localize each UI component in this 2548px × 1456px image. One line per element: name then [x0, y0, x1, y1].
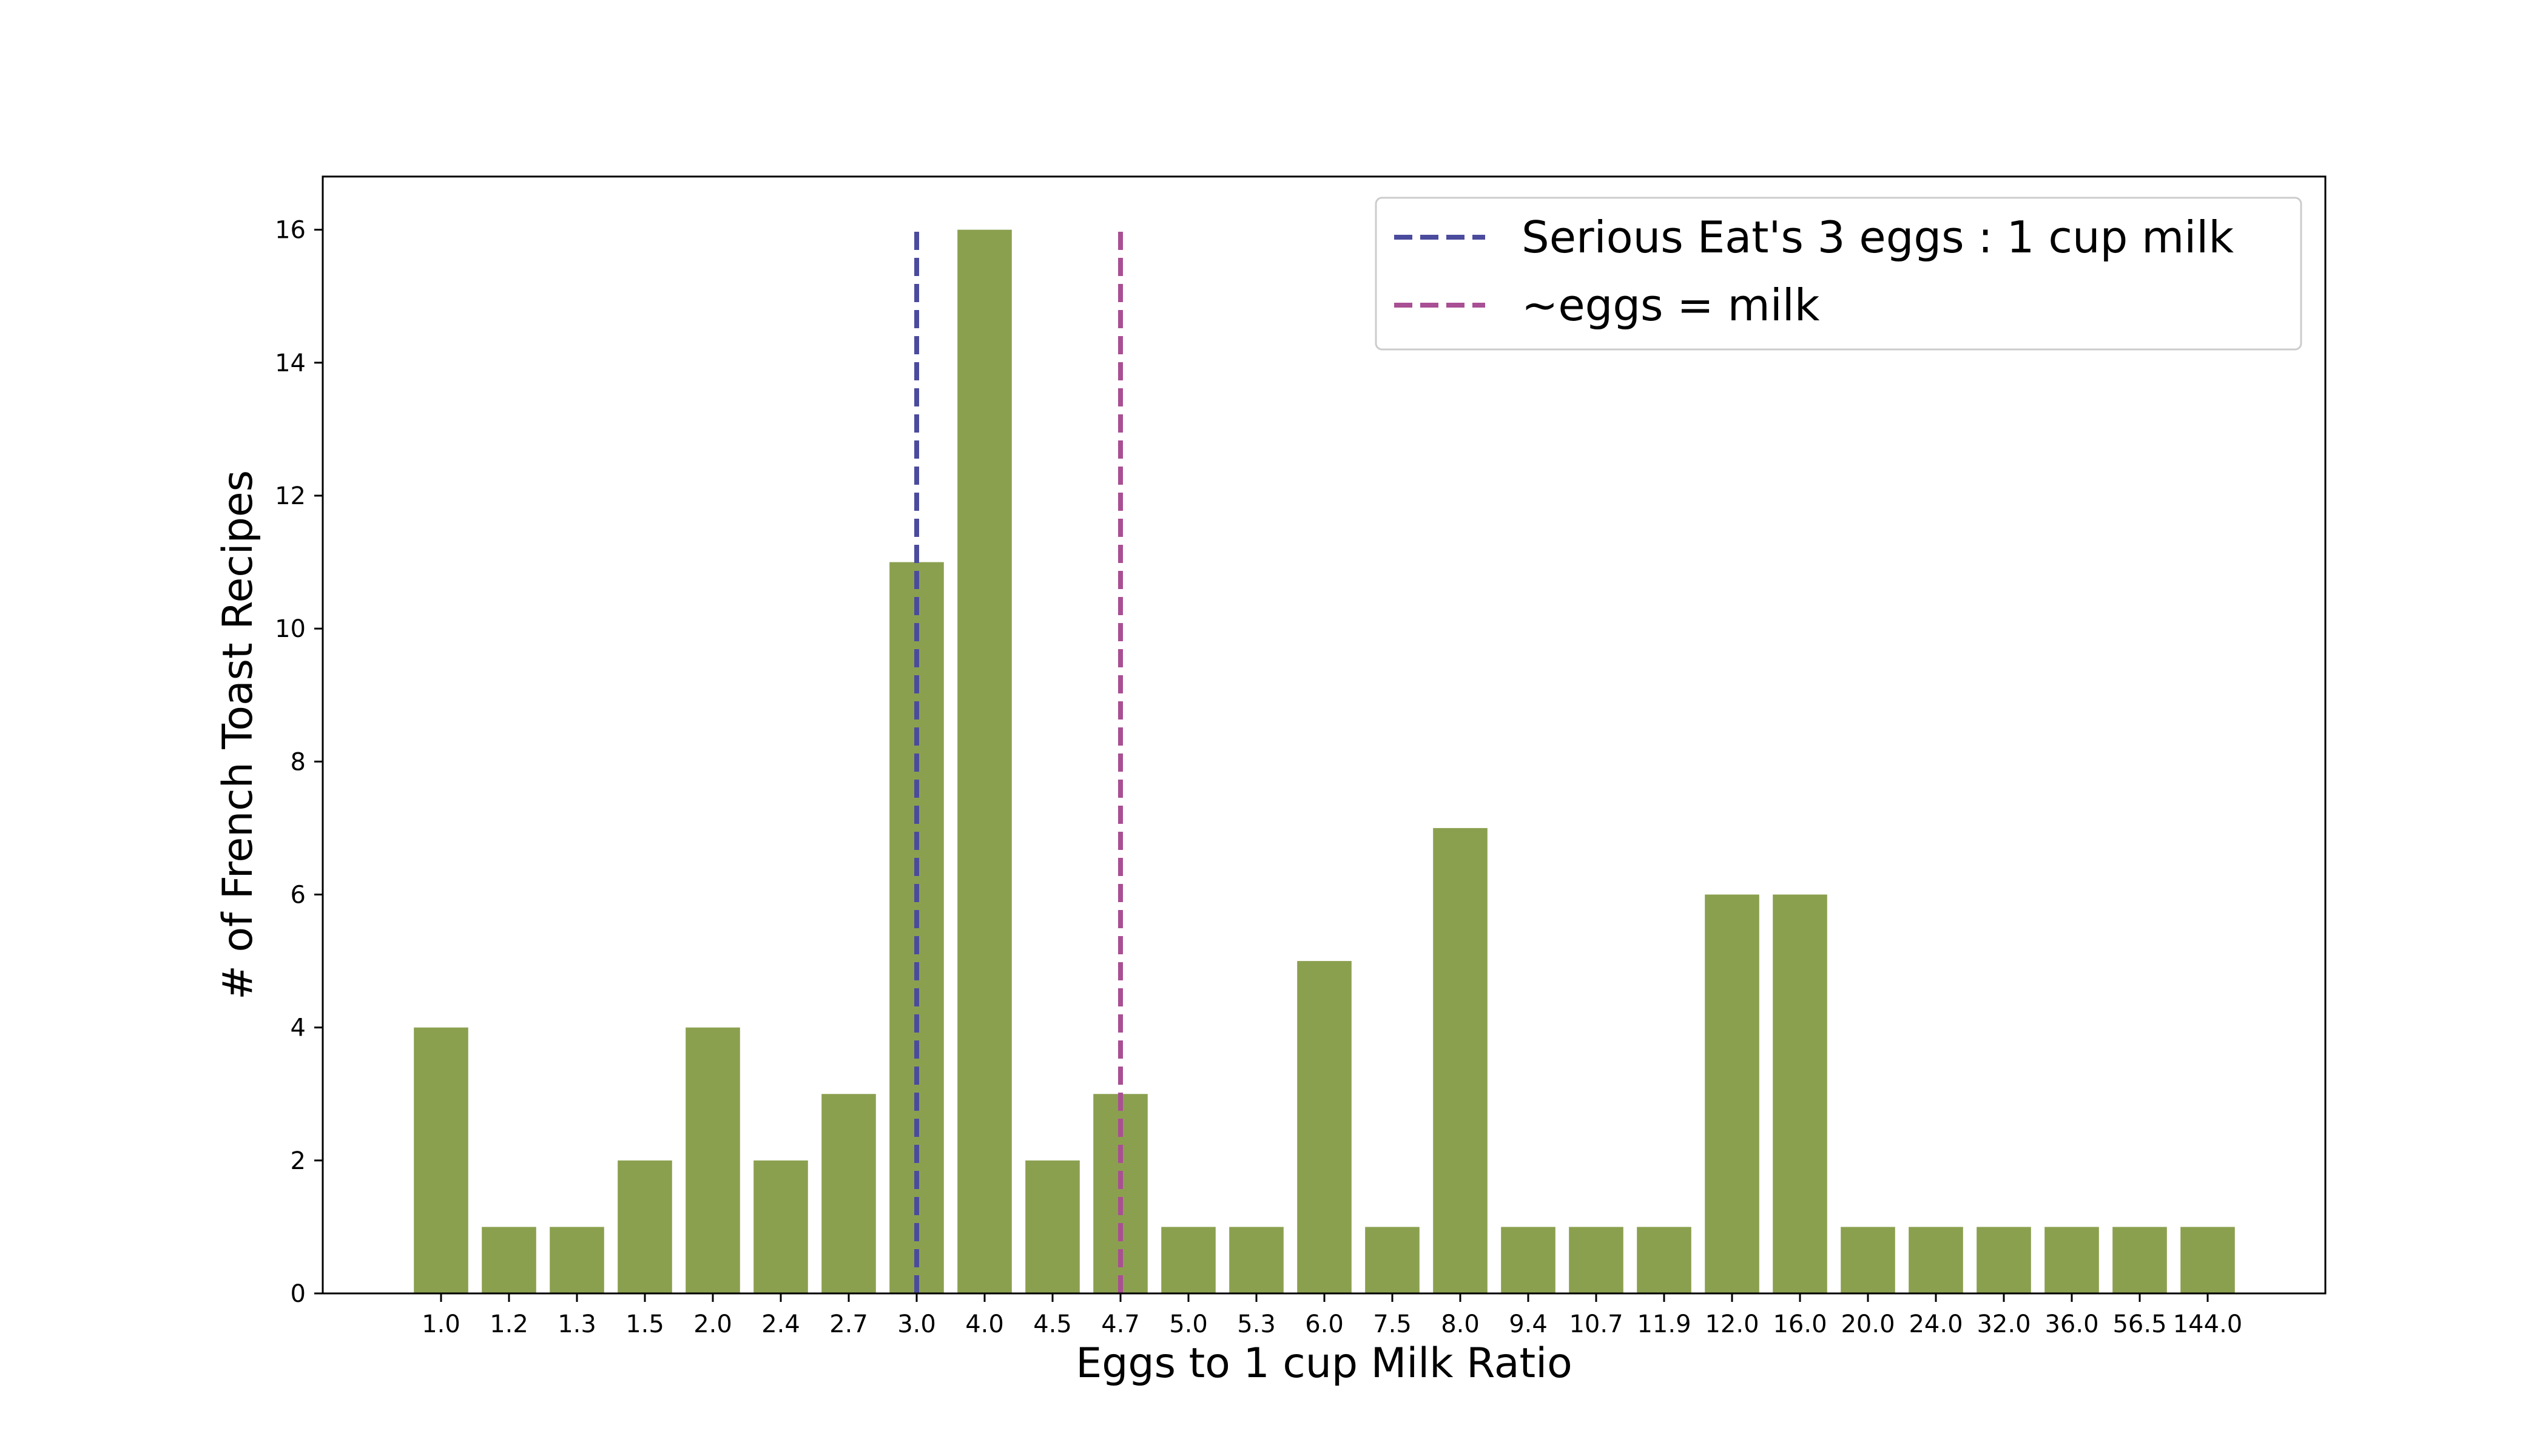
bar — [414, 1027, 468, 1293]
x-tick-label: 10.7 — [1569, 1310, 1623, 1338]
bar — [1433, 827, 1488, 1293]
bar — [1841, 1227, 1895, 1293]
x-tick-label: 1.2 — [490, 1310, 528, 1338]
bar — [1637, 1227, 1691, 1293]
y-tick-label: 12 — [275, 482, 306, 510]
bar — [1025, 1160, 1080, 1293]
x-axis-ticks: 1.0 1.2 1.3 1.5 2.0 2.4 2.7 3.0 4.0 4.5 4.7 5.0 5.3 6… — [422, 1293, 2242, 1338]
bar — [2112, 1227, 2167, 1293]
bar — [1569, 1227, 1623, 1293]
x-tick-label: 8.0 — [1441, 1310, 1480, 1338]
legend-label: Serious Eat's 3 eggs : 1 cup milk — [1522, 212, 2234, 263]
x-tick-label: 5.3 — [1237, 1310, 1276, 1338]
x-tick-label: 12.0 — [1705, 1310, 1759, 1338]
bar — [1161, 1227, 1216, 1293]
bar — [618, 1160, 672, 1293]
legend-label: ~eggs = milk — [1522, 280, 1820, 331]
bar — [1229, 1227, 1284, 1293]
x-tick-label: 11.9 — [1637, 1310, 1691, 1338]
bar — [1977, 1227, 2031, 1293]
x-tick-label: 2.0 — [693, 1310, 732, 1338]
x-tick-label: 1.3 — [558, 1310, 596, 1338]
bar — [1365, 1227, 1420, 1293]
bar — [1705, 894, 1759, 1293]
bar — [1773, 894, 1827, 1293]
x-tick-label: 4.7 — [1101, 1310, 1140, 1338]
bar — [821, 1094, 876, 1293]
x-axis-label: Eggs to 1 cup Milk Ratio — [1076, 1340, 1572, 1387]
bar — [1909, 1227, 1963, 1293]
bar — [550, 1227, 604, 1293]
legend-box — [1375, 197, 2302, 351]
bar — [1501, 1227, 1555, 1293]
x-tick-label: 1.0 — [422, 1310, 460, 1338]
y-tick-label: 6 — [291, 881, 306, 909]
y-tick-label: 10 — [275, 615, 306, 643]
x-tick-label: 6.0 — [1305, 1310, 1344, 1338]
bars — [414, 229, 2235, 1294]
x-tick-label: 4.0 — [965, 1310, 1004, 1338]
bar — [957, 229, 1012, 1294]
x-tick-label: 1.5 — [625, 1310, 664, 1338]
bar — [2180, 1227, 2235, 1293]
bar — [686, 1027, 740, 1293]
x-tick-label: 9.4 — [1509, 1310, 1548, 1338]
x-tick-label: 32.0 — [1977, 1310, 2031, 1338]
x-tick-label: 24.0 — [1909, 1310, 1963, 1338]
y-tick-label: 2 — [291, 1147, 306, 1175]
legend: Serious Eat's 3 eggs : 1 cup milk ~eggs =… — [1375, 197, 2302, 351]
x-tick-label: 16.0 — [1773, 1310, 1827, 1338]
x-tick-label: 4.5 — [1033, 1310, 1072, 1338]
x-tick-label: 7.5 — [1373, 1310, 1412, 1338]
y-axis-ticks: 0 2 4 6 8 10 12 14 16 — [275, 217, 323, 1308]
x-tick-label: 144.0 — [2173, 1310, 2243, 1338]
y-axis-label: # of French Toast Recipes — [214, 470, 262, 1000]
x-tick-label: 2.7 — [829, 1310, 868, 1338]
bar — [2044, 1227, 2099, 1293]
y-tick-label: 0 — [291, 1280, 306, 1308]
y-tick-label: 16 — [275, 217, 306, 244]
x-tick-label: 20.0 — [1841, 1310, 1895, 1338]
x-tick-label: 3.0 — [897, 1310, 936, 1338]
plot-frame — [322, 175, 2327, 1295]
x-tick-label: 5.0 — [1169, 1310, 1208, 1338]
x-tick-label: 56.5 — [2112, 1310, 2166, 1338]
y-tick-label: 4 — [291, 1014, 306, 1042]
bar — [753, 1160, 808, 1293]
x-tick-label: 2.4 — [761, 1310, 800, 1338]
y-tick-label: 14 — [275, 349, 306, 377]
bar — [482, 1227, 536, 1293]
y-tick-label: 8 — [291, 748, 306, 776]
reference-lines — [914, 229, 1123, 1293]
bar — [1297, 961, 1352, 1293]
x-tick-label: 36.0 — [2044, 1310, 2098, 1338]
